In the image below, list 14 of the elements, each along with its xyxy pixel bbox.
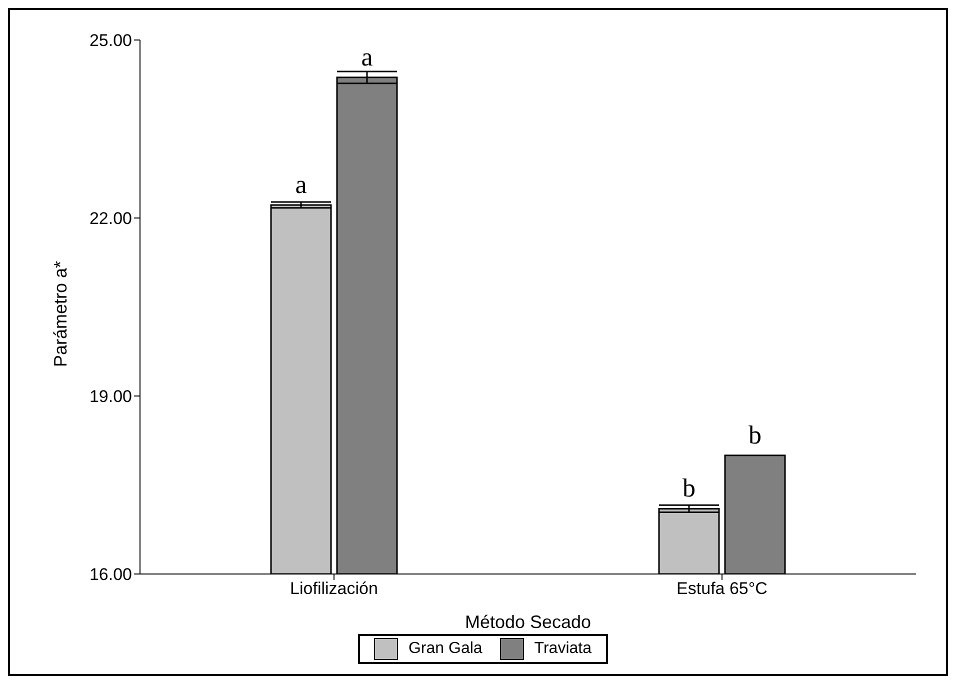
y-tick-label: 16.00 <box>89 565 132 584</box>
y-axis-title: Parámetro a* <box>50 260 70 367</box>
x-tick-label: Liofilización <box>290 579 378 598</box>
x-tick-label: Estufa 65°C <box>676 579 768 598</box>
y-tick-label: 25.00 <box>89 31 132 50</box>
annotation: b <box>682 474 696 503</box>
annotation: b <box>748 420 762 450</box>
x-axis-title: Método Secado <box>464 612 592 632</box>
annotation: a <box>295 170 308 199</box>
y-tick-label: 22.00 <box>89 209 132 228</box>
legend-label: Traviata <box>533 639 592 659</box>
y-tick-label: 19.00 <box>89 387 132 406</box>
legend-label: Gran Gala <box>407 639 482 659</box>
annotation: a <box>361 42 374 72</box>
